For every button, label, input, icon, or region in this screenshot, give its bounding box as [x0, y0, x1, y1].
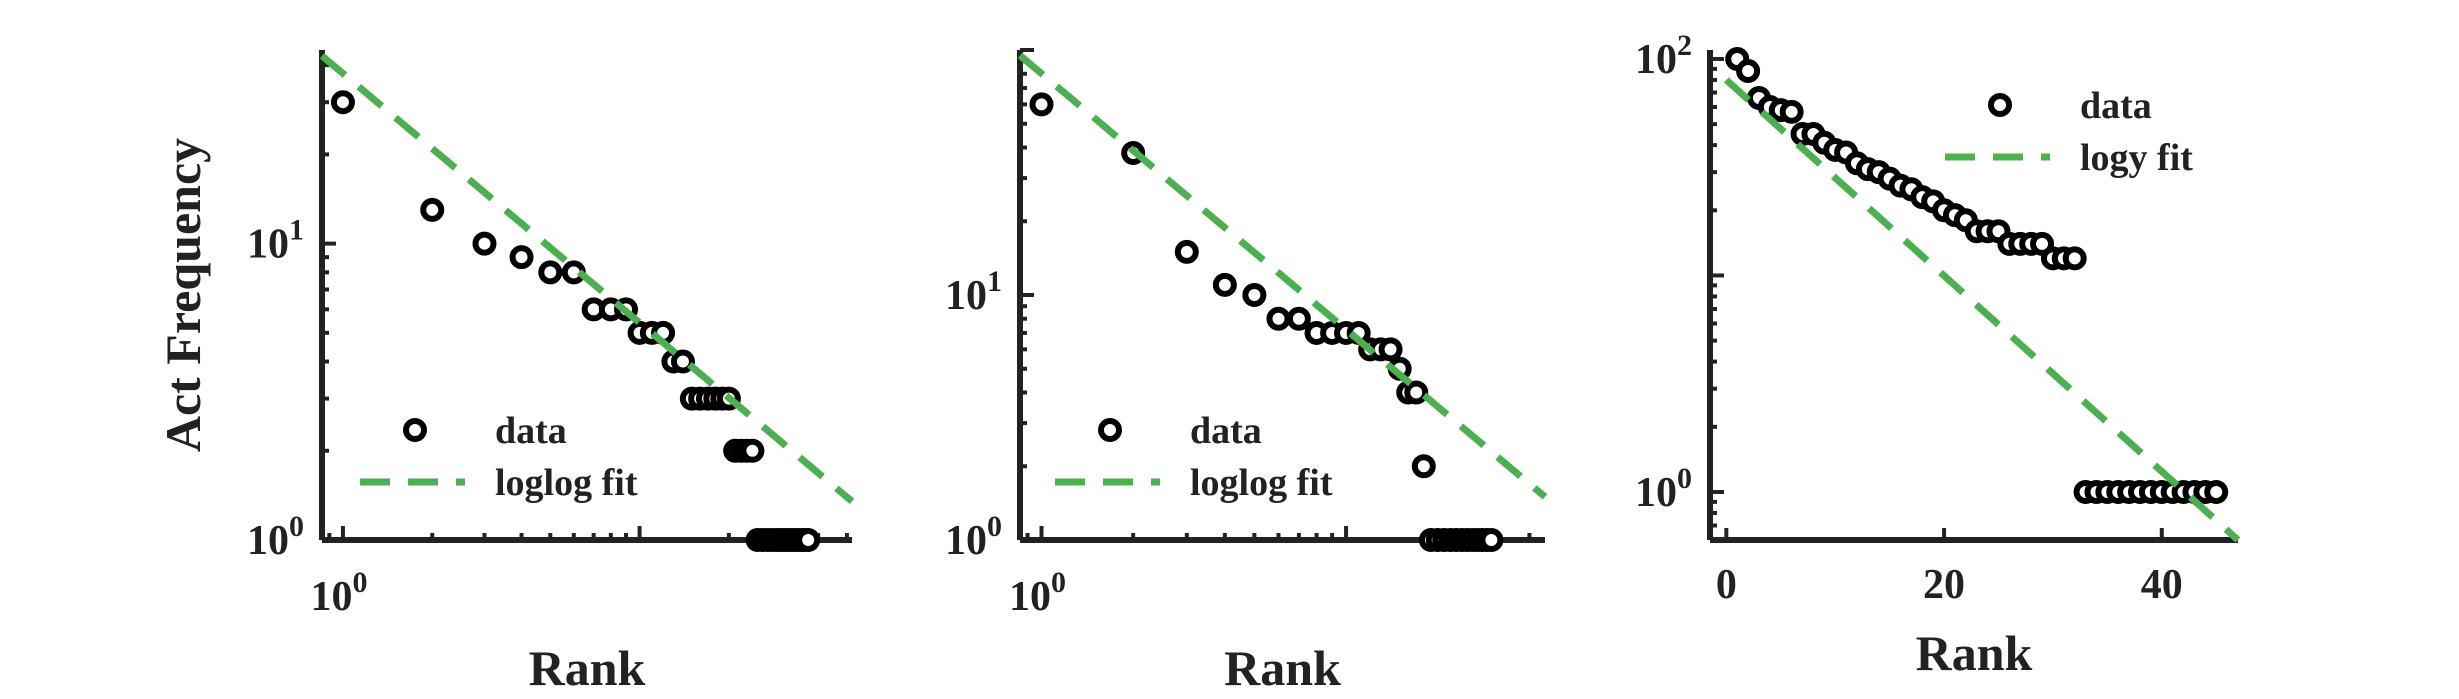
data-point: [1779, 99, 1804, 124]
chart-panel-1: 100 101 100 Rank Act Frequency data loglog fit: [155, 50, 855, 696]
legend-marker-icon: [1098, 418, 1122, 442]
legend-label: data: [495, 410, 567, 452]
y-tick-label: 100: [247, 510, 304, 564]
x-axis-title: Rank: [1224, 640, 1341, 696]
y-axis-title: Act Frequency: [155, 138, 211, 452]
data-point: [740, 438, 765, 463]
x-tick-label: 100: [1009, 566, 1066, 620]
data-point: [796, 528, 821, 552]
data-point: [1736, 58, 1761, 83]
legend-label: logy fit: [2080, 137, 2193, 179]
legend: data loglog fit: [1055, 410, 1333, 504]
fit-line: [1017, 52, 1548, 500]
data-point: [1404, 380, 1429, 405]
y-tick-label: 100: [1635, 462, 1692, 516]
y-tick-label: 101: [247, 214, 304, 268]
data-point: [2204, 479, 2229, 504]
legend-label: data: [2080, 85, 2152, 127]
data-point: [1174, 239, 1199, 264]
data-point: [1029, 92, 1054, 117]
legend-label: data: [1190, 410, 1262, 452]
legend: data logy fit: [1945, 85, 2193, 179]
legend-label: loglog fit: [1190, 462, 1333, 504]
chart-panel-3: 100 102 0 20 40 Rank data logy fit: [1635, 29, 2241, 681]
legend: data loglog fit: [360, 410, 638, 504]
data-point: [330, 90, 355, 115]
x-tick-label: 20: [1923, 562, 1965, 608]
data-point: [1266, 306, 1291, 331]
x-tick-label: 0: [1716, 562, 1737, 608]
data-point: [420, 197, 445, 222]
legend-label: loglog fit: [495, 462, 638, 504]
data-point: [1242, 283, 1267, 307]
x-tick-label: 40: [2141, 562, 2183, 608]
data-point: [1479, 528, 1504, 552]
data-point: [472, 231, 497, 256]
legend-marker-icon: [1988, 93, 2012, 117]
x-axis-title: Rank: [1916, 625, 2033, 681]
y-tick-label: 100: [945, 510, 1002, 564]
legend-marker-icon: [403, 418, 427, 442]
y-tick-label: 101: [945, 265, 1002, 319]
data-point: [670, 349, 695, 374]
chart-panel-2: 100 101 100 Rank data loglog fit: [945, 48, 1548, 696]
y-tick-label: 102: [1635, 29, 1692, 83]
fit-line: [1723, 77, 2241, 543]
data-point: [1212, 272, 1237, 297]
data-point: [1286, 306, 1311, 331]
x-tick-label: 100: [310, 566, 367, 620]
data-point: [1411, 454, 1436, 479]
data-point: [538, 260, 563, 285]
x-axis-title: Rank: [529, 640, 646, 696]
data-point: [1378, 337, 1403, 362]
data-point: [2062, 246, 2087, 271]
fit-line: [319, 53, 855, 505]
data-point: [509, 245, 534, 270]
